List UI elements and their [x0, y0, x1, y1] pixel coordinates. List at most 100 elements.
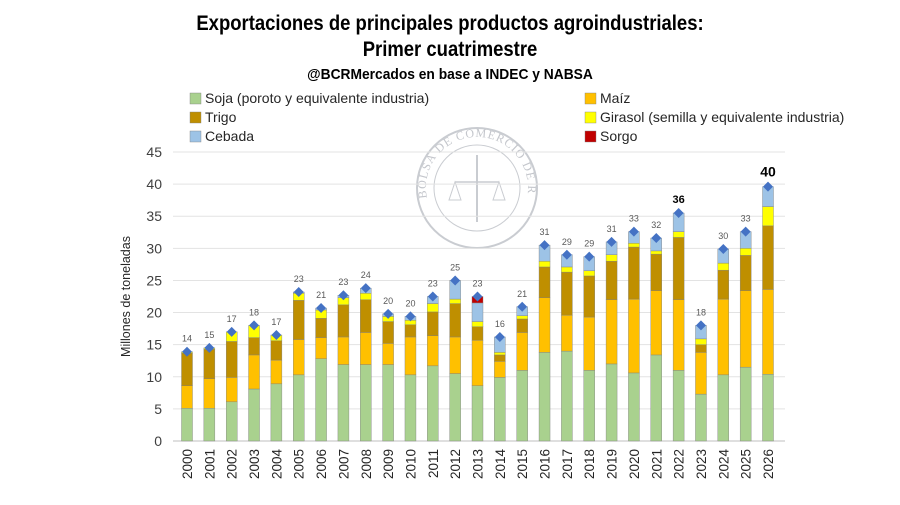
- total-marker-2003: [249, 320, 260, 331]
- bar-segment-maiz-2011: [427, 335, 439, 367]
- legend-label: Soja (poroto y equivalente industria): [205, 90, 429, 106]
- x-tick-label: 2016: [538, 449, 553, 479]
- x-tick-label: 2006: [314, 449, 329, 479]
- total-label-2002: 17: [227, 314, 237, 324]
- legend-swatch: [584, 130, 597, 143]
- x-tick-label: 2014: [493, 449, 508, 480]
- bar-segment-trigo-2014: [494, 354, 506, 362]
- total-label-2001: 15: [204, 330, 214, 340]
- bar-segment-maiz-2017: [561, 314, 573, 352]
- x-tick-label: 2018: [582, 449, 597, 479]
- total-marker-2009: [383, 308, 394, 319]
- bar-segment-trigo-2002: [225, 341, 238, 378]
- legend-item: Cebada: [189, 128, 254, 144]
- y-tick-label: 45: [146, 144, 162, 160]
- bar-segment-soja-2000: [181, 408, 193, 442]
- bar-segment-soja-2006: [315, 358, 327, 442]
- total-marker-2010: [405, 311, 416, 322]
- bar-segment-girasol-2017: [561, 266, 573, 273]
- bar-segment-maiz-2016: [538, 297, 551, 353]
- total-label-2017: 29: [562, 237, 572, 247]
- bar-segment-maiz-2019: [605, 299, 618, 365]
- x-tick-label: 2011: [426, 449, 441, 478]
- bar-segment-girasol-2019: [605, 254, 618, 262]
- bar-segment-trigo-2005: [293, 300, 305, 340]
- x-tick-label: 2017: [560, 449, 575, 479]
- bar-segment-trigo-2011: [427, 311, 439, 336]
- legend-item: Trigo: [189, 109, 237, 125]
- total-marker-2025: [740, 226, 751, 237]
- total-marker-2011: [427, 291, 438, 302]
- total-label-2020: 33: [629, 214, 639, 224]
- total-label-2014: 16: [495, 319, 505, 329]
- x-tick-label: 2005: [292, 449, 307, 479]
- total-marker-2018: [584, 251, 595, 262]
- x-tick-label: 2015: [515, 449, 530, 479]
- total-marker-2007: [338, 290, 349, 301]
- bar-segment-maiz-2023: [695, 352, 707, 395]
- bar-segment-maiz-2005: [293, 339, 305, 376]
- x-tick-label: 2013: [471, 449, 486, 479]
- bar-segment-trigo-2017: [561, 271, 573, 316]
- bar-segment-trigo-2022: [672, 237, 685, 300]
- total-label-2000: 14: [182, 334, 192, 344]
- bar-segment-trigo-2008: [360, 299, 372, 333]
- chart-title-line2: Primer cuatrimestre: [362, 38, 538, 61]
- total-label-2013: 23: [472, 279, 482, 289]
- bar-segment-maiz-2013: [471, 339, 484, 386]
- chart-title: Exportaciones de principales productos a…: [196, 12, 704, 35]
- y-tick-label: 35: [146, 208, 162, 224]
- legend-item: Maíz: [584, 90, 630, 106]
- bar-segment-trigo-2025: [739, 255, 752, 291]
- bar-segment-girasol-2012: [449, 298, 461, 304]
- bar-segment-trigo-2019: [605, 260, 618, 300]
- bar-segment-soja-2024: [717, 374, 730, 442]
- legend-swatch: [189, 111, 202, 124]
- bar-segment-soja-2026: [762, 374, 774, 442]
- total-marker-2002: [226, 326, 237, 337]
- total-marker-2021: [651, 233, 662, 244]
- bar-segment-soja-2007: [337, 364, 350, 442]
- bar-segment-maiz-2015: [516, 332, 528, 371]
- y-tick-label: 5: [154, 401, 162, 417]
- x-tick-label: 2021: [649, 449, 664, 479]
- y-tick-label: 15: [146, 337, 162, 353]
- bar-segment-trigo-2020: [628, 246, 640, 300]
- legend-item: Sorgo: [584, 128, 638, 144]
- bar-segment-trigo-2018: [583, 275, 595, 318]
- y-tick-label: 20: [146, 305, 162, 321]
- bar-segment-girasol-2022: [672, 231, 685, 238]
- total-marker-2019: [606, 236, 617, 247]
- bar-segment-girasol-2025: [739, 248, 752, 256]
- total-label-2007: 23: [338, 277, 348, 287]
- total-label-2009: 20: [383, 296, 393, 306]
- bar-segment-maiz-2003: [248, 354, 260, 390]
- x-tick-label: 2025: [739, 449, 754, 479]
- bar-segment-maiz-2004: [270, 359, 283, 385]
- total-label-2025: 33: [741, 214, 751, 224]
- bar-segment-trigo-2015: [516, 318, 528, 333]
- total-label-2019: 31: [607, 224, 617, 234]
- legend-label: Maíz: [600, 90, 630, 106]
- bar-segment-maiz-2026: [762, 289, 774, 375]
- total-marker-2013: [472, 291, 483, 302]
- bar-segment-girasol-2011: [427, 303, 439, 313]
- x-tick-label: 2007: [336, 449, 351, 479]
- bar-segment-trigo-2012: [449, 303, 461, 338]
- legend-swatch: [189, 92, 202, 105]
- total-marker-2006: [316, 303, 327, 314]
- x-tick-label: 2010: [403, 449, 418, 479]
- bar-segment-trigo-2001: [203, 348, 216, 379]
- legend-item: Girasol (semilla y equivalente industria…: [584, 109, 844, 125]
- total-marker-2004: [271, 330, 282, 341]
- total-label-2015: 21: [517, 289, 527, 299]
- legend-item: Soja (poroto y equivalente industria): [189, 90, 429, 106]
- bar-segment-trigo-2004: [270, 340, 283, 361]
- bar-segment-cebada-2013: [471, 302, 484, 322]
- x-tick-label: 2024: [716, 449, 731, 480]
- total-label-2003: 18: [249, 307, 259, 317]
- bar-segment-trigo-2024: [717, 269, 730, 300]
- bar-segment-trigo-2009: [382, 321, 394, 344]
- x-tick-label: 2001: [202, 449, 217, 479]
